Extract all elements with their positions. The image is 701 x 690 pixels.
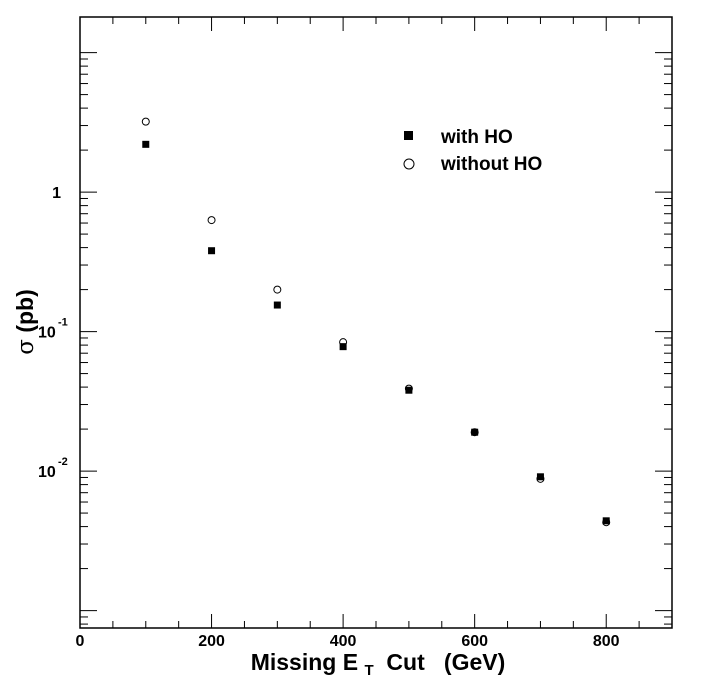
data-series xyxy=(141,117,611,527)
plot-frame xyxy=(79,16,673,629)
x-axis-ticks: 0 200 400 600 800 xyxy=(76,17,640,650)
series-without-ho xyxy=(141,117,611,527)
data-point-with-ho xyxy=(208,247,216,255)
x-axis-title: Missing E T Cut (GeV) xyxy=(251,649,506,680)
y-tick-label-exponent: -1 xyxy=(58,317,68,329)
x-tick-label: 400 xyxy=(330,633,357,650)
x-axis-title-rest: Cut (GeV) xyxy=(380,649,505,675)
data-point-with-ho xyxy=(471,428,479,436)
y-axis-symbol: σ xyxy=(13,339,39,355)
y-axis-ticks: 110-110-2 xyxy=(38,52,672,625)
x-tick-label: 0 xyxy=(76,633,85,650)
data-point-without-ho xyxy=(141,117,150,126)
data-point-with-ho xyxy=(602,517,610,525)
y-tick-label-exponent: -2 xyxy=(58,456,68,468)
legend-label-with-ho: with HO xyxy=(440,127,513,148)
data-point-without-ho xyxy=(602,518,611,527)
x-tick-label: 600 xyxy=(461,633,488,650)
legend-marker-without-ho xyxy=(403,158,415,170)
y-tick-label: 1 xyxy=(52,185,61,202)
legend-label-without-ho: without HO xyxy=(440,154,542,175)
data-point-without-ho xyxy=(404,384,413,393)
x-axis-title-sub: T xyxy=(364,662,373,679)
y-tick-label: 10 xyxy=(38,464,56,481)
series-with-ho xyxy=(142,140,610,525)
x-tick-label: 200 xyxy=(198,633,225,650)
data-point-with-ho xyxy=(405,386,413,394)
data-point-without-ho xyxy=(470,428,479,437)
data-point-with-ho xyxy=(339,343,347,351)
y-axis-title: σ (pb) xyxy=(12,289,39,355)
data-point-with-ho xyxy=(142,140,150,148)
data-point-without-ho xyxy=(207,216,216,225)
y-tick-label: 10 xyxy=(38,325,56,342)
legend-marker-with-ho xyxy=(404,131,413,140)
data-point-without-ho xyxy=(273,285,282,294)
data-point-without-ho xyxy=(536,474,545,483)
data-point-without-ho xyxy=(339,338,348,347)
data-point-with-ho xyxy=(536,473,544,481)
x-tick-label: 800 xyxy=(593,633,620,650)
data-point-with-ho xyxy=(273,301,281,309)
legend: with HO without HO xyxy=(403,127,542,175)
x-axis-title-main: Missing E xyxy=(251,649,358,675)
y-axis-unit: (pb) xyxy=(12,289,38,332)
